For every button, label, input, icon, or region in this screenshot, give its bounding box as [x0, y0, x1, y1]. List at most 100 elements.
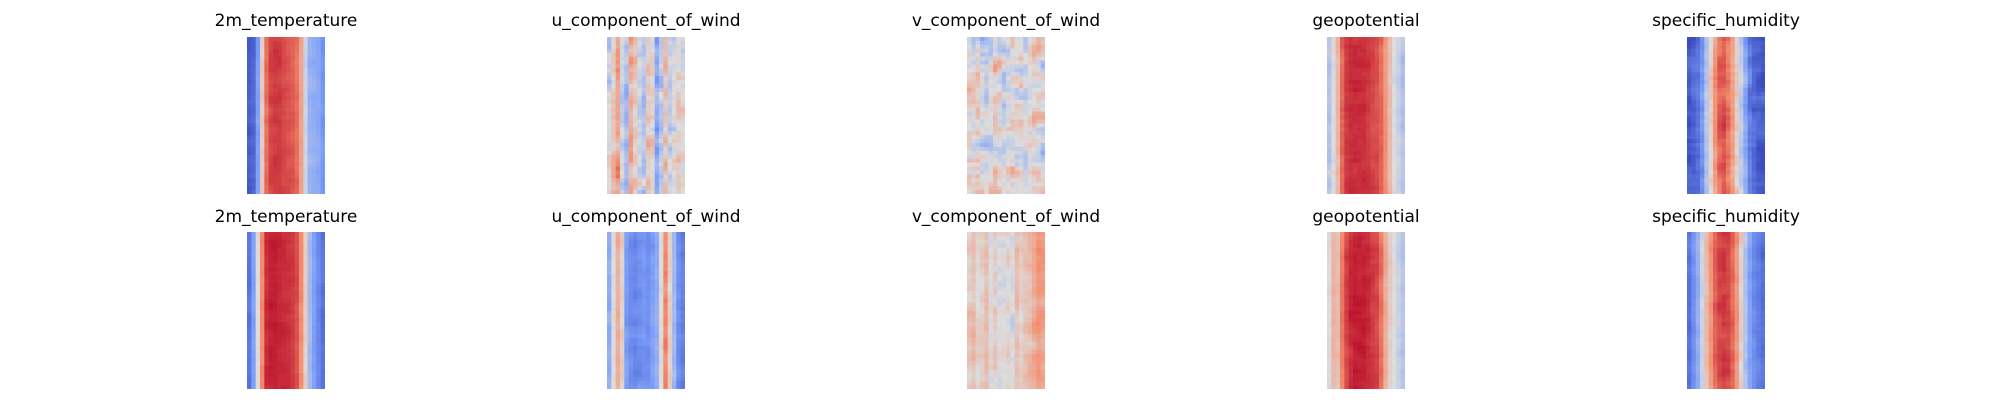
heatmap-cell — [672, 326, 677, 331]
heatmap-cell — [294, 232, 300, 237]
heatmap-cell — [997, 142, 1003, 148]
heatmap-cell — [654, 72, 660, 77]
heatmap-cell — [637, 306, 643, 311]
heatmap-cell — [307, 243, 313, 249]
heatmap-cell — [1348, 99, 1354, 105]
heatmap-cell — [281, 186, 287, 191]
heatmap-cell — [637, 115, 643, 120]
heatmap-cell — [264, 345, 270, 351]
heatmap-cell — [251, 107, 257, 112]
heatmap-cell — [1344, 44, 1350, 50]
heatmap-cell — [1014, 91, 1020, 97]
heatmap-cell — [1756, 131, 1762, 136]
heatmap-cell — [1374, 52, 1380, 58]
heatmap-cell — [1726, 170, 1731, 175]
heatmap-cell — [307, 44, 313, 50]
heatmap-cell — [975, 52, 981, 58]
heatmap-cell — [624, 263, 630, 268]
heatmap-cell — [307, 88, 313, 93]
heatmap-cell — [277, 263, 283, 268]
heatmap-cell — [247, 52, 252, 58]
heatmap-cell — [637, 353, 643, 358]
heatmap-cell — [1687, 182, 1692, 187]
heatmap-cell — [1756, 64, 1762, 69]
heatmap-cell — [676, 365, 682, 370]
heatmap-cell — [615, 182, 621, 187]
heatmap-cell — [663, 84, 669, 89]
heatmap-cell — [312, 64, 317, 69]
heatmap-cell — [255, 283, 261, 288]
heatmap-cell — [1726, 190, 1731, 194]
heatmap-cell — [654, 111, 660, 116]
heatmap-cell — [1383, 107, 1389, 112]
heatmap-cell — [320, 68, 325, 73]
heatmap-cell — [264, 174, 270, 179]
heatmap-cell — [1370, 91, 1376, 97]
heatmap-cell — [997, 91, 1003, 97]
heatmap-cell — [637, 322, 643, 327]
heatmap-cell — [1700, 190, 1705, 194]
heatmap-cell — [312, 267, 317, 272]
heatmap-cell — [1010, 52, 1016, 58]
heatmap-cell — [251, 337, 257, 343]
heatmap-cell — [303, 255, 309, 260]
heatmap-cell — [659, 142, 664, 148]
heatmap-cell — [1010, 135, 1016, 140]
heatmap-cell — [1036, 44, 1042, 50]
heatmap-cell — [1708, 84, 1714, 89]
heatmap-cell — [294, 314, 300, 319]
heatmap-cell — [663, 243, 669, 249]
heatmap-cell — [984, 103, 990, 109]
heatmap-cell — [680, 267, 685, 272]
heatmap-cell — [650, 255, 656, 260]
heatmap-cell — [646, 294, 651, 300]
heatmap-cell — [1726, 139, 1731, 144]
heatmap-cell — [1396, 76, 1402, 81]
heatmap-cell — [1396, 146, 1402, 152]
heatmap-cell — [993, 48, 998, 54]
heatmap-cell — [611, 146, 617, 152]
heatmap-cell — [303, 84, 309, 89]
heatmap-cell — [646, 341, 651, 347]
heatmap-cell — [307, 298, 313, 304]
heatmap-cell — [1726, 131, 1731, 136]
heatmap-cell — [277, 142, 283, 148]
heatmap-cell — [1687, 115, 1692, 120]
heatmap-cell — [1001, 40, 1007, 46]
heatmap-cell — [273, 103, 278, 109]
heatmap-cell — [303, 127, 309, 132]
heatmap-cell — [650, 115, 656, 120]
heatmap-cell — [299, 135, 304, 140]
heatmap-cell — [641, 337, 647, 343]
heatmap-cell — [294, 294, 300, 300]
heatmap-cell — [1344, 56, 1350, 61]
heatmap-cell — [1400, 95, 1405, 101]
heatmap-cell — [1001, 123, 1007, 128]
heatmap-cell — [611, 235, 617, 241]
heatmap-cell — [667, 111, 673, 116]
heatmap-cell — [1344, 154, 1350, 160]
heatmap-cell — [1700, 162, 1705, 167]
heatmap-cell — [1357, 170, 1363, 175]
heatmap-cell — [320, 353, 325, 358]
heatmap-cell — [1713, 40, 1718, 46]
heatmap-cell — [615, 178, 621, 183]
heatmap-cell — [320, 357, 325, 362]
heatmap-cell — [1687, 170, 1692, 175]
heatmap-cell — [1721, 115, 1727, 120]
heatmap-cell — [1023, 107, 1029, 112]
heatmap-cell — [1717, 174, 1723, 179]
heatmap-cell — [667, 337, 673, 343]
heatmap-cell — [1708, 40, 1714, 46]
heatmap-cell — [247, 119, 252, 124]
heatmap-cell — [615, 318, 621, 323]
heatmap-cell — [268, 345, 274, 351]
heatmap-cell — [1734, 170, 1740, 175]
heatmap-cell — [1752, 127, 1757, 132]
heatmap-cell — [676, 72, 682, 77]
heatmap-cell — [260, 369, 265, 374]
heatmap-cell — [273, 56, 278, 61]
heatmap-cell — [654, 186, 660, 191]
heatmap-cell — [624, 353, 630, 358]
heatmap-cell — [320, 243, 325, 249]
